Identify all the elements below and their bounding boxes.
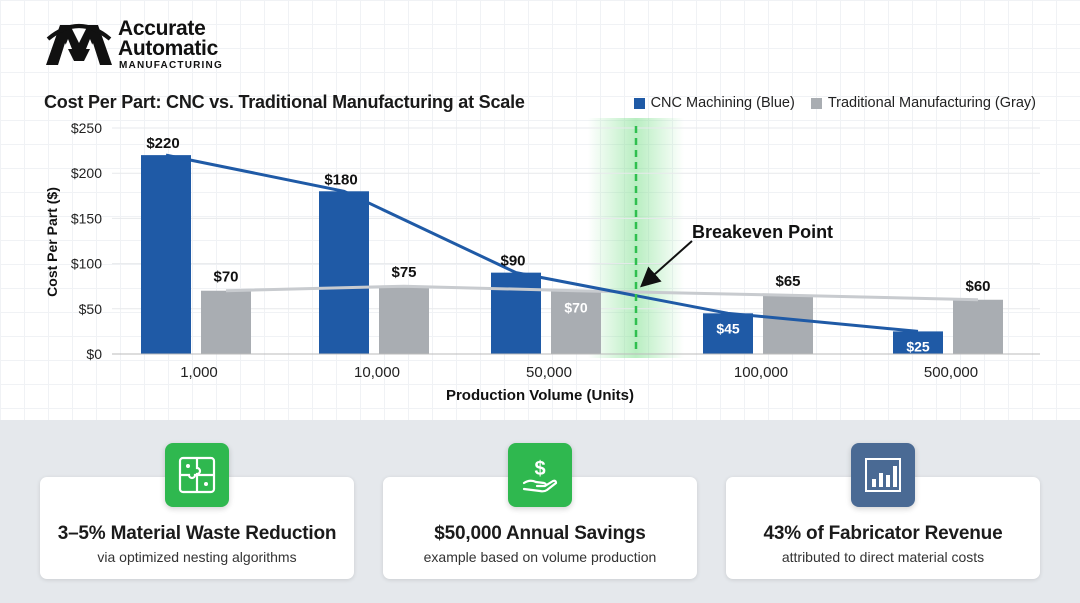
bar-chart-icon bbox=[851, 443, 915, 507]
bar-cnc bbox=[703, 313, 753, 354]
y-tick-label: $150 bbox=[71, 210, 102, 226]
y-tick-label: $50 bbox=[79, 301, 103, 317]
bar-traditional bbox=[201, 290, 251, 354]
bar-cnc bbox=[893, 331, 943, 354]
legend-item-cnc: CNC Machining (Blue) bbox=[633, 95, 795, 111]
chart-title: Cost Per Part: CNC vs. Traditional Manuf… bbox=[44, 92, 525, 112]
bar-traditional bbox=[551, 290, 601, 354]
dollar-hand-icon: $ bbox=[508, 443, 572, 507]
x-tick-label: 50,000 bbox=[526, 364, 572, 381]
stat-subtitle-waste: via optimized nesting algorithms bbox=[97, 549, 297, 565]
legend-label-cnc: CNC Machining (Blue) bbox=[650, 95, 795, 111]
breakeven-label: Breakeven Point bbox=[692, 222, 833, 242]
legend-label-traditional: Traditional Manufacturing (Gray) bbox=[827, 95, 1036, 111]
bar-traditional bbox=[379, 286, 429, 354]
stat-title-waste: 3–5% Material Waste Reduction bbox=[57, 523, 337, 544]
data-label-cnc: $220 bbox=[146, 135, 179, 152]
data-label-traditional: $65 bbox=[775, 273, 800, 290]
stats-panel: 3–5% Material Waste Reduction via optimi… bbox=[0, 420, 1080, 603]
y-tick-label: $250 bbox=[71, 120, 102, 136]
data-label-cnc: $25 bbox=[906, 338, 930, 354]
data-label-cnc: $180 bbox=[324, 171, 357, 188]
brand-name-line1: Accurate bbox=[118, 16, 206, 40]
chart-legend: CNC Machining (Blue) Traditional Manufac… bbox=[618, 95, 1036, 111]
bar-cnc bbox=[319, 191, 369, 354]
stat-subtitle-savings: example based on volume production bbox=[423, 549, 657, 565]
bar-traditional bbox=[953, 299, 1003, 354]
brand-logo: Accurate Automatic MANUFACTURING bbox=[44, 16, 223, 72]
legend-swatch-traditional bbox=[810, 97, 822, 109]
legend-swatch-cnc bbox=[633, 97, 645, 109]
bar-cnc bbox=[491, 272, 541, 354]
brand-name-line2: Automatic bbox=[118, 36, 218, 60]
y-tick-label: $100 bbox=[71, 256, 102, 272]
stat-title-revenue: 43% of Fabricator Revenue bbox=[763, 523, 1003, 544]
x-tick-label: 10,000 bbox=[354, 364, 400, 381]
data-label-traditional: $75 bbox=[391, 264, 416, 281]
bar-cnc bbox=[141, 155, 191, 354]
puzzle-icon bbox=[165, 443, 229, 507]
y-tick-label: $200 bbox=[71, 165, 102, 181]
logo-mark-icon bbox=[46, 24, 112, 65]
data-label-cnc: $90 bbox=[500, 253, 525, 270]
stat-card-savings: $ $50,000 Annual Savings example based o… bbox=[383, 443, 697, 579]
data-label-cnc: $45 bbox=[716, 320, 740, 336]
svg-text:$: $ bbox=[534, 458, 545, 480]
trendline-traditional bbox=[225, 284, 979, 302]
data-label-traditional: $70 bbox=[564, 300, 588, 316]
trendline-cnc bbox=[165, 153, 919, 333]
x-tick-label: 1,000 bbox=[180, 364, 218, 381]
data-label-traditional: $60 bbox=[965, 278, 990, 295]
y-axis-title: Cost Per Part ($) bbox=[44, 187, 60, 297]
stat-card-revenue: 43% of Fabricator Revenue attributed to … bbox=[726, 443, 1040, 579]
stat-card-waste: 3–5% Material Waste Reduction via optimi… bbox=[40, 443, 354, 579]
brand-name-line3: MANUFACTURING bbox=[119, 59, 223, 71]
x-tick-label: 100,000 bbox=[734, 364, 788, 381]
y-tick-label: $0 bbox=[86, 346, 102, 362]
breakeven-arrow bbox=[640, 240, 693, 288]
stat-title-savings: $50,000 Annual Savings bbox=[434, 523, 646, 544]
cost-chart: $220 $70 $180 $75 $90 $70 $45 $65 $25 $60 $0 $50 $1… bbox=[44, 118, 1040, 404]
x-tick-label: 500,000 bbox=[924, 364, 978, 381]
x-axis-title: Production Volume (Units) bbox=[446, 387, 634, 404]
stat-subtitle-revenue: attributed to direct material costs bbox=[781, 549, 985, 565]
legend-item-traditional: Traditional Manufacturing (Gray) bbox=[810, 95, 1036, 111]
bar-traditional bbox=[763, 295, 813, 354]
data-label-traditional: $70 bbox=[213, 269, 238, 286]
